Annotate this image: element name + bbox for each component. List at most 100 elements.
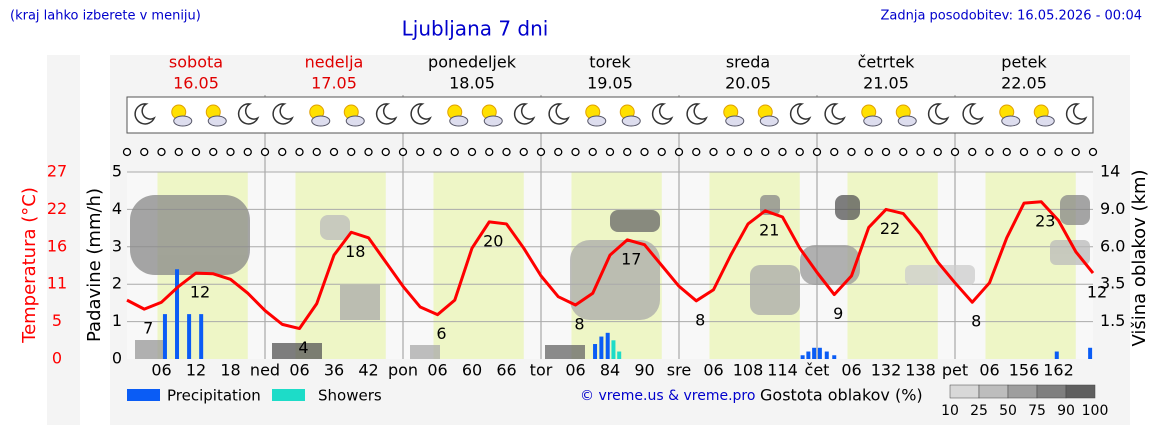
precip-bar — [800, 355, 805, 359]
cloud-blob — [130, 195, 250, 275]
temp-label: 22 — [880, 219, 900, 238]
daylight-band — [433, 172, 524, 359]
legend-label: Showers — [318, 387, 382, 405]
cloud-icon — [345, 115, 365, 127]
temp-label: 8 — [574, 314, 584, 333]
x-tick-label: 84 — [600, 361, 620, 380]
wind-symbol — [726, 147, 735, 157]
temp-label: 12 — [1087, 283, 1107, 302]
y-tick-label: 3 — [112, 236, 122, 255]
day-name: sobota — [169, 53, 223, 72]
y-tick-label: 0 — [112, 349, 122, 368]
cloud-axis-label: Višina oblakov (km) — [1129, 169, 1150, 346]
wind-symbol — [1071, 147, 1080, 157]
cloud-blob — [340, 285, 380, 320]
temp-label: 8 — [695, 310, 705, 329]
day-date: 16.05 — [173, 74, 219, 93]
wind-symbol — [640, 147, 649, 157]
precip-bar — [806, 351, 811, 359]
cloud-blob — [272, 343, 322, 359]
x-tick-label: 114 — [767, 361, 798, 380]
x-tick-label: 156 — [1009, 361, 1040, 380]
temp-label: 21 — [759, 220, 779, 239]
y-tick-label: 5 — [112, 162, 122, 181]
moon-icon — [548, 103, 570, 125]
cloud-icon — [483, 115, 503, 127]
hint: (kraj lahko izberete v meniju) — [10, 9, 201, 24]
moon-icon — [237, 103, 260, 125]
cloud-legend-label: 25 — [970, 403, 988, 419]
wind-symbol — [950, 147, 960, 157]
wind-symbol — [226, 147, 235, 157]
cloud-blob — [800, 245, 860, 285]
day-name: ponedeljek — [428, 53, 517, 72]
moon-icon — [410, 103, 432, 125]
precip-bar — [812, 347, 817, 359]
cloud-blob — [905, 265, 975, 285]
wind-symbol — [191, 147, 201, 157]
cloud-icon — [621, 115, 641, 127]
temp-label: 18 — [345, 242, 365, 261]
cloud-legend-box — [1036, 384, 1067, 399]
y-tick-label: 4 — [112, 199, 122, 218]
wind-symbol — [571, 147, 580, 157]
temperature-line — [126, 200, 1095, 331]
day-date: 20.05 — [725, 74, 771, 93]
day-date: 22.05 — [1001, 74, 1047, 93]
day-name: nedelja — [305, 53, 364, 72]
precip-axis-label: Padavine (mm/h) — [84, 188, 105, 342]
moon-icon — [134, 103, 156, 125]
day-name: četrtek — [858, 53, 916, 72]
cloud-blob — [750, 265, 800, 315]
wind-symbol — [519, 147, 528, 157]
precip-bar — [617, 351, 622, 359]
wind-symbol — [347, 147, 356, 157]
temp-axis-label: Temperatura (°C) — [19, 187, 40, 344]
moon-icon — [1065, 103, 1088, 125]
wind-symbol — [260, 147, 270, 157]
wind-symbol — [1088, 147, 1098, 157]
x-tick-label: 42 — [358, 361, 378, 380]
wind-symbol — [157, 147, 166, 157]
cloud-legend-label: 10 — [941, 403, 959, 419]
cloud-legend-box — [978, 384, 1009, 399]
x-tick-label: 06 — [979, 361, 999, 380]
wind-symbol — [1019, 147, 1029, 157]
temp-label: 20 — [483, 231, 503, 250]
precip-bar — [599, 336, 604, 359]
wind-symbol — [1002, 147, 1011, 157]
cloud-legend-label: 90 — [1057, 403, 1075, 419]
cloud-tick-label: 1.5 — [1100, 311, 1125, 330]
cloud-blob — [135, 340, 165, 359]
wind-symbol — [416, 147, 425, 157]
x-tick-label: tor — [530, 361, 553, 380]
temp-tick-label: 5 — [52, 311, 62, 330]
temp-tick-label: 16 — [47, 236, 67, 255]
moon-icon — [789, 103, 812, 125]
cloud-icon — [207, 115, 227, 127]
wind-symbol — [692, 147, 701, 157]
moon-icon — [927, 103, 950, 125]
x-tick-label: 90 — [634, 361, 654, 380]
cloud-blob — [610, 210, 660, 232]
wind-symbol — [985, 147, 994, 157]
x-tick-label: čet — [805, 361, 830, 380]
cloud-legend-label: 100 — [1082, 403, 1109, 419]
moon-icon — [513, 103, 536, 125]
cloud-blob — [835, 195, 860, 220]
wind-symbol — [761, 147, 770, 157]
wind-symbol — [485, 147, 494, 157]
cloud-icon — [897, 115, 917, 127]
precip-bar — [593, 344, 598, 359]
wind-symbol — [433, 147, 442, 157]
cloud-icon — [587, 115, 607, 127]
x-tick-label: pet — [942, 361, 968, 380]
wind-symbol — [778, 147, 787, 157]
legend-label: Precipitation — [167, 387, 261, 405]
day-date: 19.05 — [587, 74, 633, 93]
x-tick-label: 36 — [324, 361, 344, 380]
wind-symbol — [209, 147, 218, 157]
cloud-blob — [320, 215, 350, 240]
cloud-icon — [311, 115, 331, 127]
